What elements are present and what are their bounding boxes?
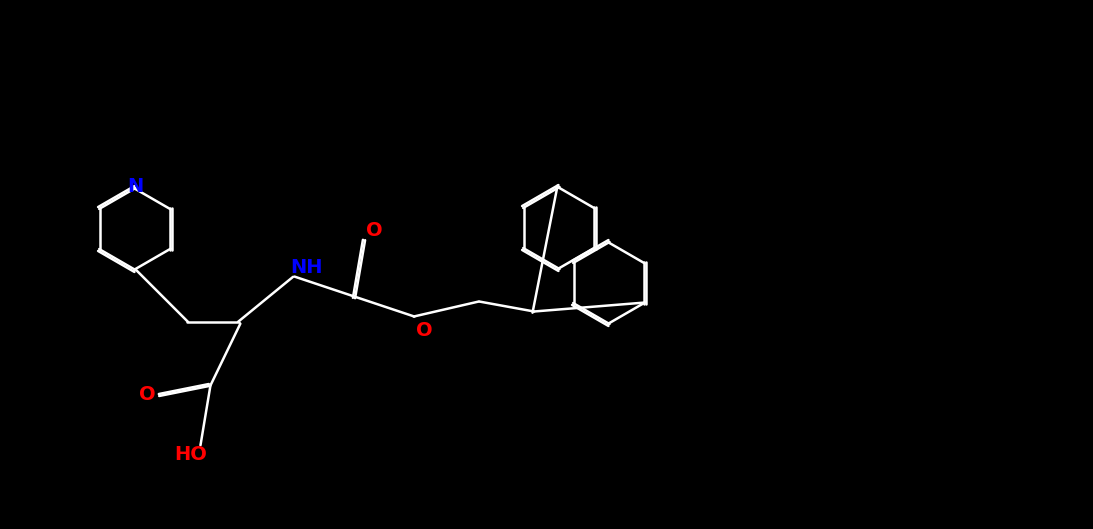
Text: N: N xyxy=(127,178,143,196)
Text: O: O xyxy=(139,386,155,405)
Text: NH: NH xyxy=(290,259,322,278)
Text: HO: HO xyxy=(175,445,208,464)
Text: O: O xyxy=(415,321,433,340)
Text: O: O xyxy=(366,221,383,240)
